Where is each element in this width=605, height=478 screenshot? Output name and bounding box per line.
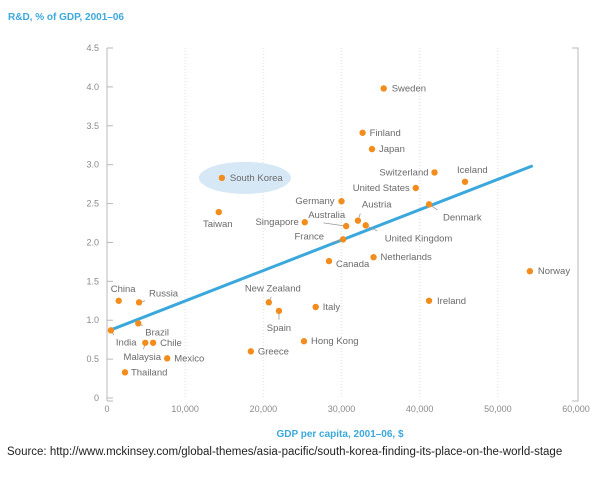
y-tick-label: 4.5 <box>86 43 99 53</box>
y-tick-label: 1.0 <box>86 315 99 325</box>
point-iceland <box>461 178 469 185</box>
point-france <box>339 236 347 243</box>
x-tick-label: 10,000 <box>171 404 199 414</box>
x-tick-label: 40,000 <box>406 404 434 414</box>
point-netherlands <box>370 254 377 261</box>
point-south-korea <box>218 174 226 182</box>
point-label-sweden: Sweden <box>392 83 426 94</box>
point-switzerland <box>431 169 438 176</box>
y-tick-label: 3.5 <box>86 121 99 131</box>
point-label-italy: Italy <box>323 302 341 313</box>
point-label-norway: Norway <box>538 266 570 277</box>
point-taiwan <box>215 208 222 216</box>
point-label-singapore: Singapore <box>255 217 298 228</box>
point-norway <box>526 268 534 275</box>
highlight-ellipse <box>198 161 291 194</box>
point-label-russia: Russia <box>149 288 179 299</box>
point-label-iceland: Iceland <box>457 165 488 176</box>
point-label-austria: Austria <box>362 200 392 211</box>
chart-title: R&D, % of GDP, 2001–06 <box>8 12 124 23</box>
point-ireland <box>425 297 433 304</box>
trend-line <box>110 164 533 332</box>
point-germany <box>338 198 345 205</box>
point-denmark <box>425 201 433 208</box>
x-tick-label: 60,000 <box>562 404 590 414</box>
point-chile <box>149 339 157 346</box>
point-australia <box>342 222 350 230</box>
x-tick-label: 50,000 <box>484 404 512 414</box>
point-label-malaysia: Malaysia <box>124 352 162 363</box>
point-label-france: France <box>294 231 324 242</box>
point-label-finland: Finland <box>370 128 401 139</box>
point-label-taiwan: Taiwan <box>203 219 233 230</box>
point-finland <box>359 129 366 136</box>
point-sweden <box>380 85 387 92</box>
y-tick-label: 1.5 <box>86 276 99 286</box>
point-japan <box>368 145 376 153</box>
point-label-switzerland: Switzerland <box>379 167 428 178</box>
point-label-united-states: United States <box>353 183 410 194</box>
point-united-kingdom <box>362 222 369 229</box>
leader-line-australia <box>323 222 347 227</box>
point-label-canada: Canada <box>336 259 370 270</box>
point-label-india: India <box>116 337 137 348</box>
point-mexico <box>163 355 171 362</box>
point-brazil <box>135 320 142 327</box>
point-label-netherlands: Netherlands <box>381 252 432 263</box>
point-canada <box>325 257 333 265</box>
point-label-germany: Germany <box>295 196 334 207</box>
point-austria <box>354 217 362 224</box>
point-label-japan: Japan <box>379 144 405 155</box>
point-singapore <box>301 219 308 226</box>
x-tick-label: 30,000 <box>328 404 356 414</box>
point-italy <box>312 303 319 311</box>
point-label-ireland: Ireland <box>437 296 466 307</box>
point-new-zealand <box>265 299 273 306</box>
point-label-china: China <box>111 284 137 295</box>
point-label-hong-kong: Hong Kong <box>311 336 359 347</box>
point-label-brazil: Brazil <box>145 327 169 338</box>
x-tick-label: 20,000 <box>250 404 278 414</box>
point-label-australia: Australia <box>308 210 346 221</box>
point-label-spain: Spain <box>267 323 291 334</box>
point-label-thailand: Thailand <box>131 367 167 378</box>
y-tick-label: 0 <box>94 393 99 403</box>
point-spain <box>275 307 283 315</box>
point-label-south-korea: South Korea <box>230 173 284 184</box>
point-thailand <box>121 369 129 376</box>
source-note: Source: http://www.mckinsey.com/global-t… <box>7 446 563 458</box>
y-tick-label: 4.0 <box>86 82 99 92</box>
y-tick-label: 2.5 <box>86 199 99 209</box>
point-hong-kong <box>300 338 308 345</box>
right-bracket <box>572 47 579 402</box>
point-label-denmark: Denmark <box>443 212 482 223</box>
scatter-chart: R&D, % of GDP, 2001–06 0 0.5 1.0 1.5 2.0 2.5 3.… <box>8 12 590 440</box>
point-label-mexico: Mexico <box>174 353 204 364</box>
x-tick-label: 0 <box>104 404 109 414</box>
y-tick-label: 3.0 <box>86 160 99 170</box>
point-china <box>115 297 122 304</box>
point-label-chile: Chile <box>160 338 182 349</box>
point-united-states <box>412 184 419 192</box>
x-axis-label: GDP per capita, 2001–06, $ <box>276 429 404 440</box>
point-label-new-zealand: New Zealand <box>245 283 301 294</box>
point-india <box>107 327 115 334</box>
point-label-greece: Greece <box>258 346 289 357</box>
y-tick-label: 0.5 <box>86 354 99 364</box>
point-label-united-kingdom: United Kingdom <box>385 233 453 244</box>
point-greece <box>247 348 255 355</box>
y-tick-label: 2.0 <box>86 237 99 247</box>
point-malaysia <box>142 339 149 346</box>
point-russia <box>135 299 143 306</box>
